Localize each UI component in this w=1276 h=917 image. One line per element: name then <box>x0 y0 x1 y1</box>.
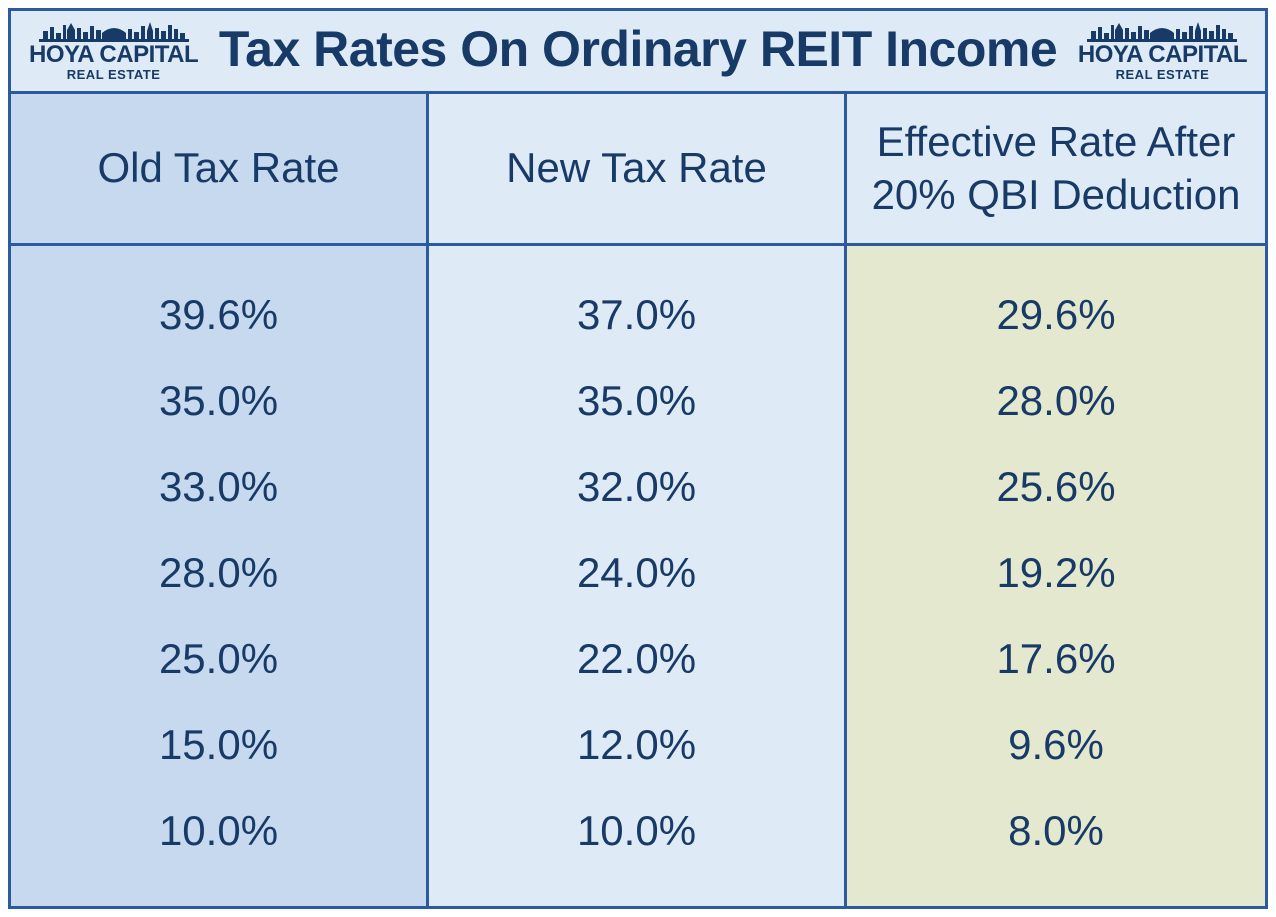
tax-table: Old Tax Rate New Tax Rate Effective Rate… <box>11 94 1265 906</box>
header-bar: HOYA CAPITAL REAL ESTATE Tax Rates On Or… <box>11 11 1265 94</box>
brand-logo-left: HOYA CAPITAL REAL ESTATE <box>29 17 198 81</box>
table-cell: 19.2% <box>847 530 1265 616</box>
col-old-rate: 39.6% 35.0% 33.0% 28.0% 25.0% 15.0% 10.0… <box>11 246 429 906</box>
table-cell: 39.6% <box>11 272 426 358</box>
table-cell: 25.6% <box>847 444 1265 530</box>
col-header-old: Old Tax Rate <box>11 94 429 246</box>
brand-sub: REAL ESTATE <box>67 68 161 81</box>
table-cell: 28.0% <box>11 530 426 616</box>
table-cell: 28.0% <box>847 358 1265 444</box>
table-cell: 32.0% <box>429 444 844 530</box>
col-new-rate: 37.0% 35.0% 32.0% 24.0% 22.0% 12.0% 10.0… <box>429 246 847 906</box>
brand-logo-right: HOYA CAPITAL REAL ESTATE <box>1078 17 1247 81</box>
brand-name: HOYA CAPITAL <box>1078 43 1247 67</box>
col-header-effective: Effective Rate After 20% QBI Deduction <box>847 94 1265 246</box>
table-cell: 24.0% <box>429 530 844 616</box>
table-cell: 17.6% <box>847 616 1265 702</box>
table-cell: 15.0% <box>11 702 426 788</box>
table-cell: 22.0% <box>429 616 844 702</box>
brand-name: HOYA CAPITAL <box>29 43 198 67</box>
table-cell: 29.6% <box>847 272 1265 358</box>
table-cell: 10.0% <box>429 788 844 874</box>
table-cell: 35.0% <box>11 358 426 444</box>
table-cell: 8.0% <box>847 788 1265 874</box>
table-cell: 25.0% <box>11 616 426 702</box>
col-effective-rate: 29.6% 28.0% 25.6% 19.2% 17.6% 9.6% 8.0% <box>847 246 1265 906</box>
col-header-new: New Tax Rate <box>429 94 847 246</box>
page-title: Tax Rates On Ordinary REIT Income <box>198 20 1078 78</box>
tax-table-frame: HOYA CAPITAL REAL ESTATE Tax Rates On Or… <box>8 8 1268 909</box>
table-cell: 37.0% <box>429 272 844 358</box>
table-cell: 9.6% <box>847 702 1265 788</box>
table-cell: 35.0% <box>429 358 844 444</box>
brand-sub: REAL ESTATE <box>1116 68 1210 81</box>
table-cell: 12.0% <box>429 702 844 788</box>
table-cell: 10.0% <box>11 788 426 874</box>
table-cell: 33.0% <box>11 444 426 530</box>
